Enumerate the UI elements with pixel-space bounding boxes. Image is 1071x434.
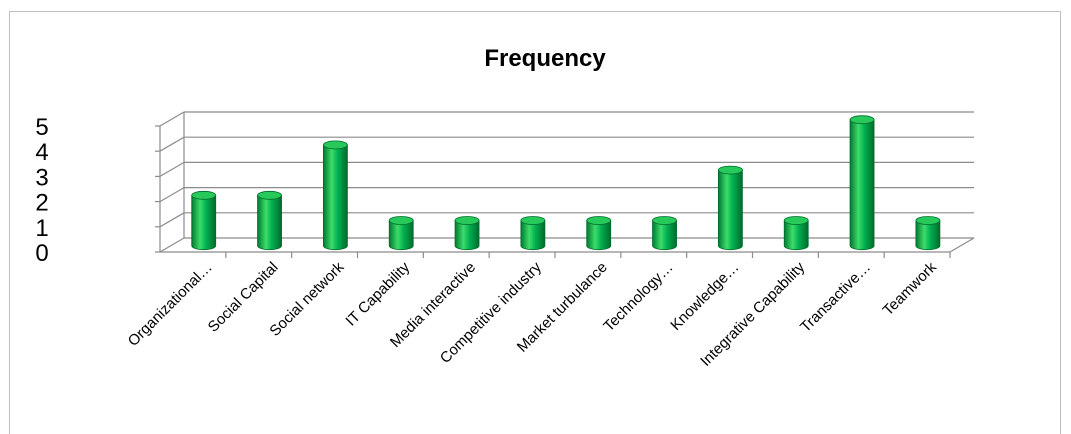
bar	[322, 140, 348, 251]
gridline-side	[159, 212, 185, 228]
bar	[783, 216, 809, 251]
bar	[717, 165, 743, 251]
chart-title: Frequency	[484, 45, 606, 72]
y-tick-label: 3	[35, 164, 48, 191]
gridline-side	[159, 136, 185, 152]
bar	[257, 190, 282, 251]
y-tick-label: 4	[35, 139, 48, 166]
x-tick-label: Technology…	[600, 259, 676, 335]
chart-frame	[9, 11, 1061, 434]
floor-edge	[949, 237, 975, 253]
bar	[388, 216, 414, 251]
y-tick-label: 1	[35, 215, 48, 242]
bar	[454, 216, 480, 251]
gridline-side	[159, 111, 185, 127]
bar	[586, 216, 612, 251]
gridline-side	[159, 237, 185, 253]
y-tick-label: 2	[35, 190, 48, 217]
axes	[155, 112, 975, 258]
x-tick-label: Organizational…	[125, 259, 216, 350]
bar	[849, 115, 875, 251]
bar	[652, 216, 677, 251]
bars	[191, 115, 941, 251]
x-tick-label: Teamwork	[880, 258, 941, 319]
gridline-side	[159, 187, 185, 203]
y-tick-label: 0	[35, 240, 48, 267]
y-tick-label: 5	[35, 114, 48, 141]
x-tick-label: IT Capability	[342, 258, 413, 329]
gridlines	[159, 111, 974, 253]
bar	[191, 190, 217, 251]
gridline-side	[159, 161, 185, 177]
bar	[915, 216, 941, 251]
bar	[520, 216, 546, 251]
x-tick-label: Transactive…	[797, 259, 874, 336]
